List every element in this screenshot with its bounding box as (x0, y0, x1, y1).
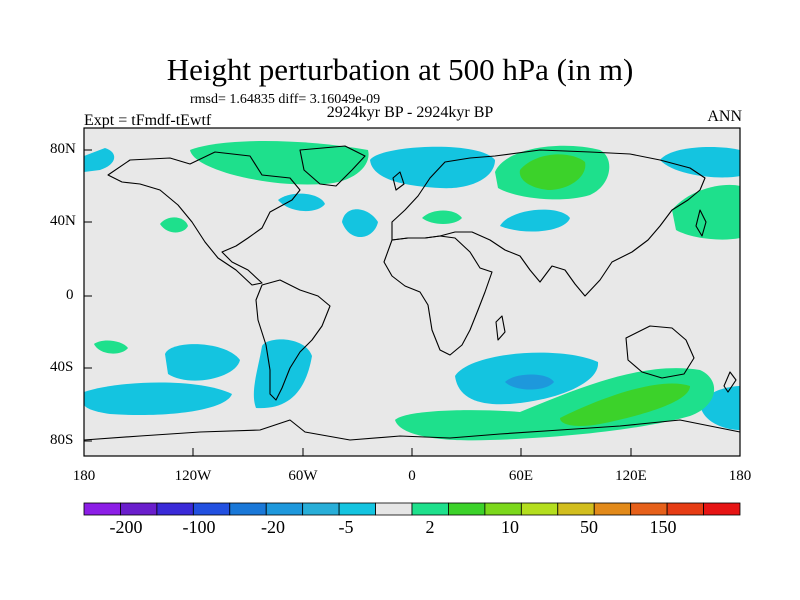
coast-uk (392, 171, 405, 191)
colorbar-swatch (520, 502, 559, 516)
colorbar-label: 2 (425, 517, 435, 537)
blue-atlantic-lowlat (342, 209, 378, 238)
colorbar-label: -200 (109, 517, 143, 537)
lon-label: 180 (72, 468, 96, 484)
green-atlantic (160, 217, 188, 233)
colorbar-label: 50 (580, 517, 598, 537)
colorbar-swatch (375, 502, 413, 516)
lat-label: 40S (50, 359, 74, 375)
colorbar-swatch (484, 502, 522, 516)
colorbar-swatch (557, 502, 595, 516)
colorbar-swatch (448, 502, 486, 516)
colorbar-swatch (192, 502, 231, 516)
colorbar-label: -100 (182, 517, 216, 537)
lon-label: 0 (408, 468, 416, 484)
coast-europe-asia (391, 149, 706, 297)
blue-central-asia (500, 209, 570, 232)
axis-ticks (83, 149, 741, 456)
blue-alaska (84, 148, 115, 172)
lat-label: 80S (50, 432, 74, 448)
green-greenland (190, 141, 369, 185)
blue-south-pacific-mid (165, 344, 240, 381)
lon-label: 120E (615, 468, 647, 484)
period-label: 2924kyr BP - 2924kyr BP (326, 104, 494, 121)
colorbar-swatch (703, 502, 741, 516)
coast-north-america (107, 151, 301, 286)
coast-greenland (299, 145, 366, 187)
stats-text: rmsd= 1.64835 diff= 3.16049e-09 (190, 92, 381, 107)
colorbar-swatch (229, 502, 267, 516)
lon-label: 180 (728, 468, 752, 484)
colorbar-label: -20 (261, 517, 285, 537)
lon-label: 120W (174, 468, 212, 484)
coast-africa (383, 235, 493, 356)
lat-label: 80N (50, 141, 76, 157)
lat-label: 40N (50, 213, 76, 229)
colorbar-swatch (120, 502, 158, 516)
coast-new-zealand (723, 371, 737, 393)
blue-north-pacific-west (660, 147, 740, 178)
colorbar-label: -5 (338, 517, 354, 537)
experiment-label: Expt = tFmdf-tEwtf (84, 112, 212, 129)
coast-antarctica (83, 419, 741, 441)
lon-label: 60E (508, 468, 534, 484)
season-label: ANN (707, 108, 742, 125)
blue-north-atlantic (370, 146, 495, 189)
colorbar-swatch (630, 502, 668, 516)
coast-madagascar (495, 315, 506, 341)
darkblue-indian-ocean (505, 374, 554, 390)
green-mediterranean (422, 210, 462, 224)
blue-north-america-east (278, 193, 325, 212)
coast-australia (625, 325, 695, 379)
lat-label: 0 (66, 287, 74, 303)
darkgreen-siberia (519, 154, 586, 190)
darkgreen-southern-ocean (560, 383, 690, 426)
colorbar-swatch (411, 502, 449, 516)
colorbar-swatch (156, 502, 194, 516)
colorbar-label: 10 (501, 517, 519, 537)
coast-south-america (255, 279, 331, 401)
colorbar-swatch (265, 502, 304, 516)
colorbar-swatch (593, 502, 632, 516)
colorbar-swatch (83, 502, 121, 516)
coast-japan (695, 209, 707, 237)
colorbar-swatch (666, 502, 704, 516)
coastlines (83, 145, 741, 441)
colorbar-swatch (338, 502, 376, 516)
lon-label: 60W (288, 468, 318, 484)
plot-title: Height perturbation at 500 hPa (in m) (166, 52, 634, 87)
colorbar-swatch (302, 502, 340, 516)
blue-south-pacific (84, 382, 232, 416)
anomaly-regions (84, 141, 740, 441)
colorbar-label: 150 (649, 517, 677, 537)
green-southern-ocean (395, 368, 715, 441)
green-south-atlantic-west (94, 340, 128, 354)
colorbar (83, 502, 741, 516)
